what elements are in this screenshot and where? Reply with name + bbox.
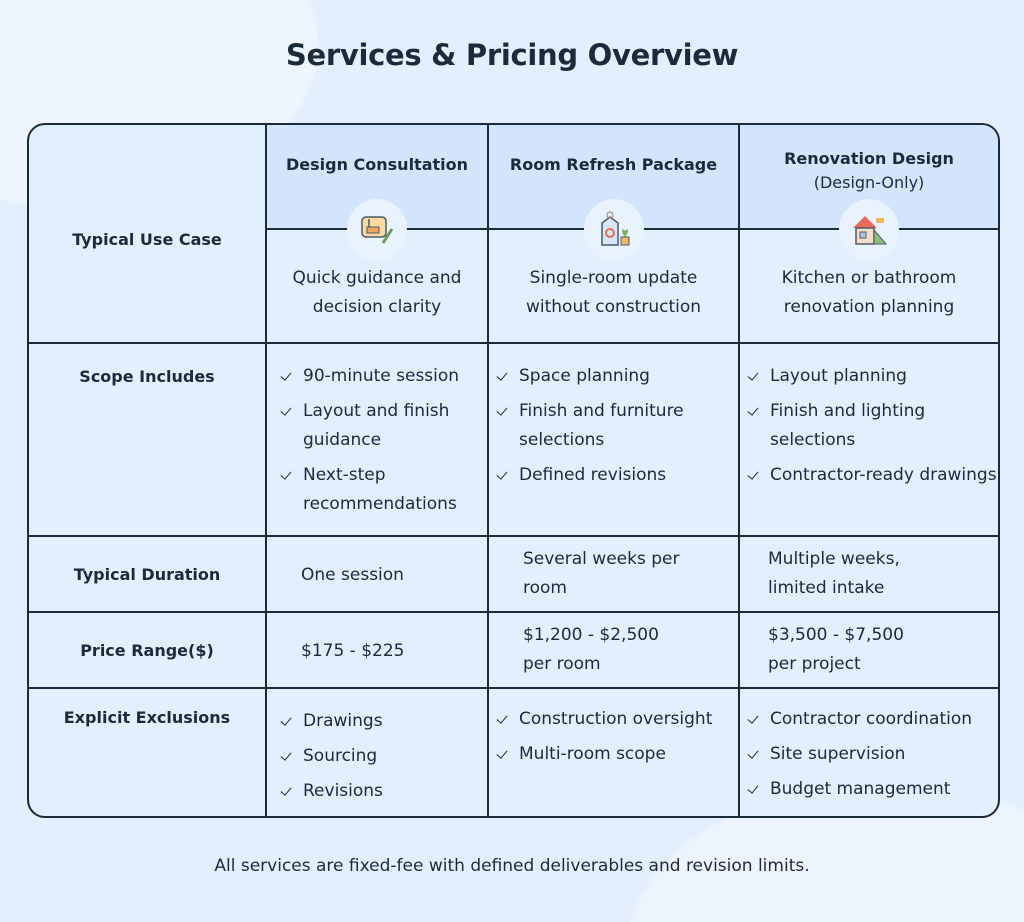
- cell-text: Multiple weeks, limited intake: [768, 549, 900, 598]
- column-title: Renovation Design: [784, 149, 954, 168]
- cell-duration-design-consultation: One session: [267, 537, 489, 613]
- footer-note: All services are fixed-fee with defined …: [214, 856, 810, 876]
- cell-text: One session: [301, 565, 404, 585]
- design-sketch-icon: [347, 199, 407, 261]
- list-item: Revisions: [281, 777, 487, 806]
- list-item: Layout and finish guidance: [281, 397, 487, 455]
- list-item: 90-minute session: [281, 362, 487, 391]
- column-title: Design Consultation: [285, 155, 469, 174]
- list-item: Sourcing: [281, 742, 487, 771]
- cell-price-design-consultation: $175 - $225: [267, 613, 489, 689]
- list-item: Layout planning: [748, 362, 998, 391]
- list-item: Contractor-ready drawings: [748, 461, 998, 490]
- cell-duration-room-refresh: Several weeks per room: [489, 537, 740, 613]
- list-item: Finish and lighting selections: [748, 397, 998, 455]
- column-header-design-consultation: Design Consultation: [267, 125, 489, 261]
- cell-scope-room-refresh: Space planning Finish and furniture selec…: [489, 344, 740, 537]
- page-title: Services & Pricing Overview: [285, 38, 739, 72]
- row-label-exclusions: Explicit Exclusions: [29, 689, 267, 816]
- house-tools-icon: [839, 199, 899, 261]
- column-title: Room Refresh Package: [509, 155, 718, 174]
- cell-scope-design-consultation: 90-minute session Layout and finish guida…: [267, 344, 489, 537]
- column-header-room-refresh: Room Refresh Package: [489, 125, 740, 261]
- list-item: Space planning: [497, 362, 738, 391]
- pricing-table: Typical Use Case Design Consultation Roo…: [27, 123, 1000, 818]
- list-item: Site supervision: [748, 740, 998, 769]
- cell-price-renovation: $3,500 - $7,500 per project: [740, 613, 998, 689]
- cell-price-room-refresh: $1,200 - $2,500 per room: [489, 613, 740, 689]
- cell-scope-renovation: Layout planning Finish and lighting selec…: [740, 344, 998, 537]
- list-item: Defined revisions: [497, 461, 738, 490]
- row-label-duration: Typical Duration: [29, 537, 267, 613]
- list-item: Budget management: [748, 775, 998, 804]
- price-tag-plant-icon: [583, 199, 644, 261]
- price-value: $1,200 - $2,500 per room: [523, 625, 659, 674]
- cell-text: Several weeks per room: [523, 549, 680, 598]
- column-header-renovation-design: Renovation Design (Design-Only): [740, 125, 998, 261]
- cell-use-case-room-refresh: Single-room update without construction: [489, 230, 740, 344]
- cell-exclusions-design-consultation: Drawings Sourcing Revisions: [267, 689, 489, 816]
- list-item: Drawings: [281, 707, 487, 736]
- cell-use-case-renovation: Kitchen or bathroom renovation planning: [740, 230, 998, 344]
- row-label-price: Price Range($): [29, 613, 267, 689]
- cell-use-case-design-consultation: Quick guidance and decision clarity: [267, 230, 489, 344]
- cell-text: Single-room update without construction: [525, 268, 702, 317]
- list-item: Finish and furniture selections: [497, 397, 738, 455]
- cell-exclusions-renovation: Contractor coordination Site supervision B…: [740, 689, 998, 816]
- cell-text: Kitchen or bathroom renovation planning: [781, 268, 957, 317]
- price-value: $3,500 - $7,500 per project: [768, 625, 904, 674]
- cell-exclusions-room-refresh: Construction oversight Multi-room scope: [489, 689, 740, 816]
- row-label-scope: Scope Includes: [29, 344, 267, 537]
- column-subtitle: (Design-Only): [813, 173, 925, 192]
- list-item: Next-step recommendations: [281, 461, 487, 519]
- cell-duration-renovation: Multiple weeks, limited intake: [740, 537, 998, 613]
- list-item: Multi-room scope: [497, 740, 738, 769]
- cell-text: Quick guidance and decision clarity: [292, 268, 462, 317]
- list-item: Contractor coordination: [748, 705, 998, 734]
- price-value: $175 - $225: [301, 641, 405, 661]
- row-label-use-case: Typical Use Case: [29, 125, 267, 344]
- list-item: Construction oversight: [497, 705, 738, 734]
